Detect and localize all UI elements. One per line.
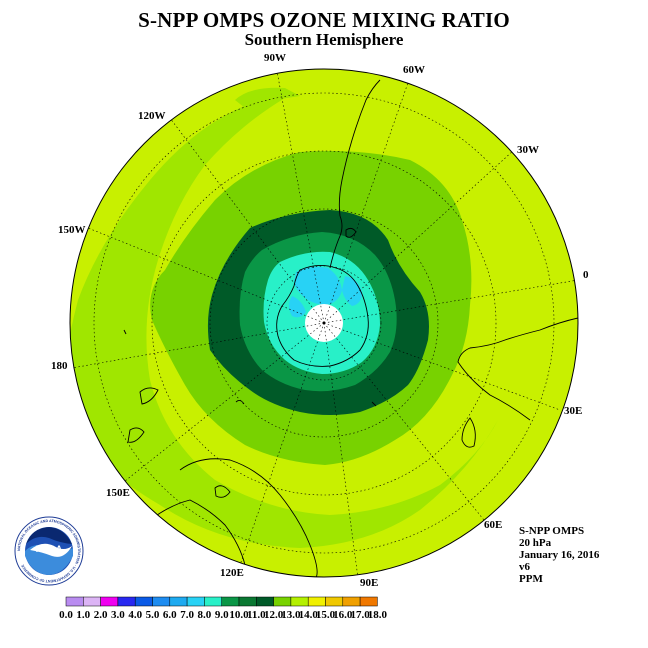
colorbar-tick-label: 7.0 bbox=[180, 609, 194, 621]
colorbar-box bbox=[186, 596, 205, 607]
lon-label-90e: 90E bbox=[360, 577, 378, 589]
longitude-labels: 90W 60W 30W 0 30E 60E 90E 120E 150E 180 … bbox=[51, 52, 589, 589]
colorbar-tick-label: 18.0 bbox=[368, 609, 388, 621]
colorbar-tick-label: 15.0 bbox=[316, 609, 336, 621]
coastlines bbox=[123, 79, 578, 577]
lon-label-120w: 120W bbox=[138, 110, 166, 122]
noaa-logo: NOAA NATIONAL OCEANIC AND ATMOSPHERIC AD… bbox=[14, 516, 84, 586]
colorbar-box bbox=[152, 596, 171, 607]
colorbar-box bbox=[238, 596, 257, 607]
colorbar-box bbox=[65, 596, 84, 607]
colorbar-box bbox=[204, 596, 222, 607]
colorbar-tick-label: 14.0 bbox=[299, 609, 319, 621]
lon-label-120e: 120E bbox=[220, 567, 244, 579]
colorbar-tick-label: 1.0 bbox=[76, 609, 90, 621]
colorbar-box bbox=[290, 596, 309, 607]
south-pole-marker bbox=[322, 321, 326, 325]
colorbar-tick-label: 2.0 bbox=[94, 609, 108, 621]
lon-label-0: 0 bbox=[583, 269, 589, 281]
colorbar-box bbox=[256, 596, 274, 607]
colorbar-tick-label: 13.0 bbox=[281, 609, 301, 621]
lon-label-30e: 30E bbox=[564, 405, 582, 417]
colorbar-tick-label: 17.0 bbox=[350, 609, 370, 621]
graticule bbox=[71, 69, 578, 577]
colorbar-boxes bbox=[65, 596, 378, 607]
noaa-logo-text: NOAA bbox=[36, 544, 63, 554]
colorbar-tick-label: 12.0 bbox=[264, 609, 284, 621]
colorbar-tick-label: 5.0 bbox=[146, 609, 160, 621]
info-instrument: S-NPP OMPS bbox=[519, 525, 585, 537]
colorbar-tick-label: 10.0 bbox=[229, 609, 249, 621]
ozone-band-6 bbox=[294, 266, 342, 305]
info-block: S-NPP OMPS 20 hPa January 16, 2016 v6 PP… bbox=[519, 525, 599, 585]
colorbar-tick-label: 16.0 bbox=[333, 609, 353, 621]
lon-label-30w: 30W bbox=[517, 144, 539, 156]
colorbar-box bbox=[100, 596, 119, 607]
ozone-band-11 bbox=[70, 95, 498, 548]
map-title: S-NPP OMPS OZONE MIXING RATIO bbox=[138, 8, 510, 32]
colorbar-box bbox=[307, 596, 326, 607]
colorbar-box bbox=[117, 596, 136, 607]
colorbar-box bbox=[169, 596, 188, 607]
colorbar-tick-label: 0.0 bbox=[59, 609, 73, 621]
lon-label-150e: 150E bbox=[106, 487, 130, 499]
colorbar-box bbox=[359, 596, 378, 607]
colorbar-box bbox=[134, 596, 153, 607]
colorbar-box bbox=[273, 596, 292, 607]
colorbar-tick-label: 9.0 bbox=[215, 609, 229, 621]
colorbar-box bbox=[83, 596, 101, 607]
map-border bbox=[69, 68, 579, 578]
colorbar-tick-label: 11.0 bbox=[247, 609, 266, 621]
colorbar-ticks: 0.0 1.0 2.0 3.0 4.0 5.0 6.0 7.0 8.0 9.0 10.011.012… bbox=[59, 609, 387, 621]
info-units: PPM bbox=[519, 573, 543, 585]
colorbar-box bbox=[342, 596, 361, 607]
lon-label-180: 180 bbox=[51, 360, 68, 372]
lon-label-90w: 90W bbox=[264, 52, 286, 64]
colorbar-tick-label: 4.0 bbox=[128, 609, 142, 621]
colorbar-box bbox=[325, 596, 344, 607]
info-level: 20 hPa bbox=[519, 537, 552, 549]
colorbar-tick-label: 3.0 bbox=[111, 609, 125, 621]
colorbar-box bbox=[221, 596, 240, 607]
colorbar-tick-label: 8.0 bbox=[198, 609, 212, 621]
lon-label-60e: 60E bbox=[484, 519, 502, 531]
lon-label-150w: 150W bbox=[58, 224, 86, 236]
info-version: v6 bbox=[519, 561, 530, 573]
lon-label-60w: 60W bbox=[403, 64, 425, 76]
map-subtitle: Southern Hemisphere bbox=[244, 30, 404, 49]
info-date: January 16, 2016 bbox=[519, 549, 600, 561]
colorbar-tick-label: 6.0 bbox=[163, 609, 177, 621]
